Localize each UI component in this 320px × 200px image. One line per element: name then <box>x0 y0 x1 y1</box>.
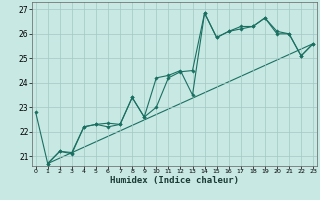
X-axis label: Humidex (Indice chaleur): Humidex (Indice chaleur) <box>110 176 239 185</box>
